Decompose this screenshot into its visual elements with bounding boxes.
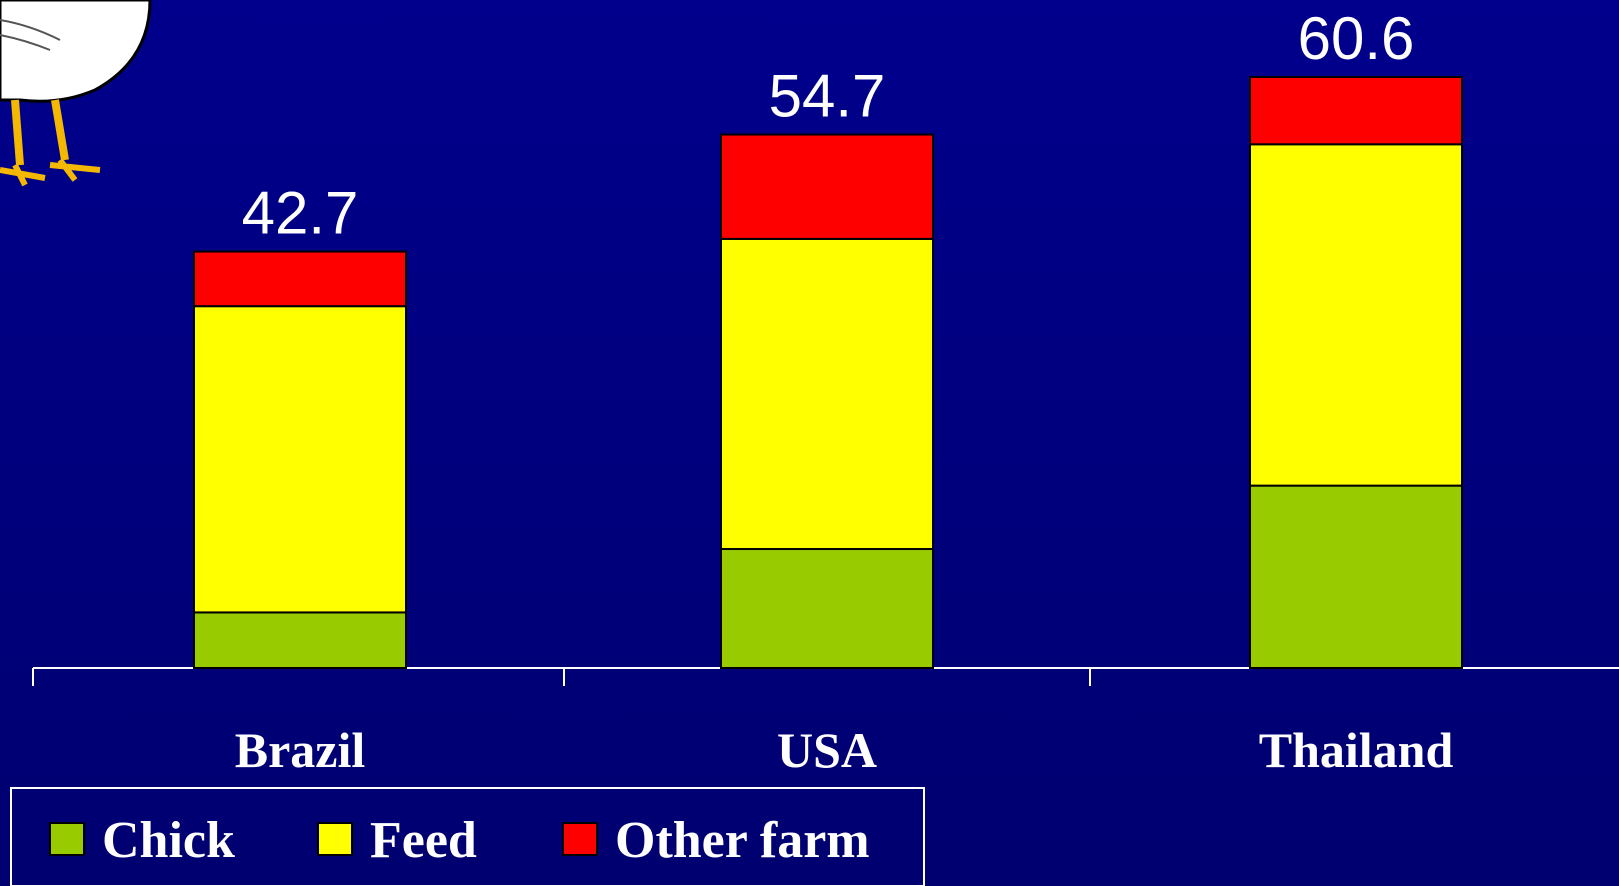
bar-segment	[193, 305, 407, 614]
total-label: 60.6	[1298, 5, 1415, 72]
legend-label: Feed	[370, 812, 477, 869]
bar-segment	[193, 250, 407, 308]
legend-swatch	[317, 822, 353, 856]
bar-segment	[1249, 484, 1463, 670]
legend-box	[10, 787, 925, 886]
total-label: 42.7	[242, 180, 359, 247]
bar-segment	[720, 133, 934, 240]
bar-segment	[1249, 143, 1463, 487]
bar-segment	[720, 237, 934, 551]
bar-segment	[193, 611, 407, 669]
chicken-illustration	[0, 0, 152, 187]
x-tick-label: Brazil	[235, 722, 366, 778]
legend-swatch	[49, 822, 85, 856]
legend-swatch	[562, 822, 598, 856]
x-tick-label: Thailand	[1259, 722, 1454, 778]
bar-segment	[1249, 76, 1463, 146]
legend-label: Chick	[102, 812, 235, 869]
x-tick-label: USA	[777, 722, 877, 778]
legend-label: Other farm	[615, 812, 870, 869]
total-label: 54.7	[769, 63, 886, 130]
bar-segment	[720, 548, 934, 669]
